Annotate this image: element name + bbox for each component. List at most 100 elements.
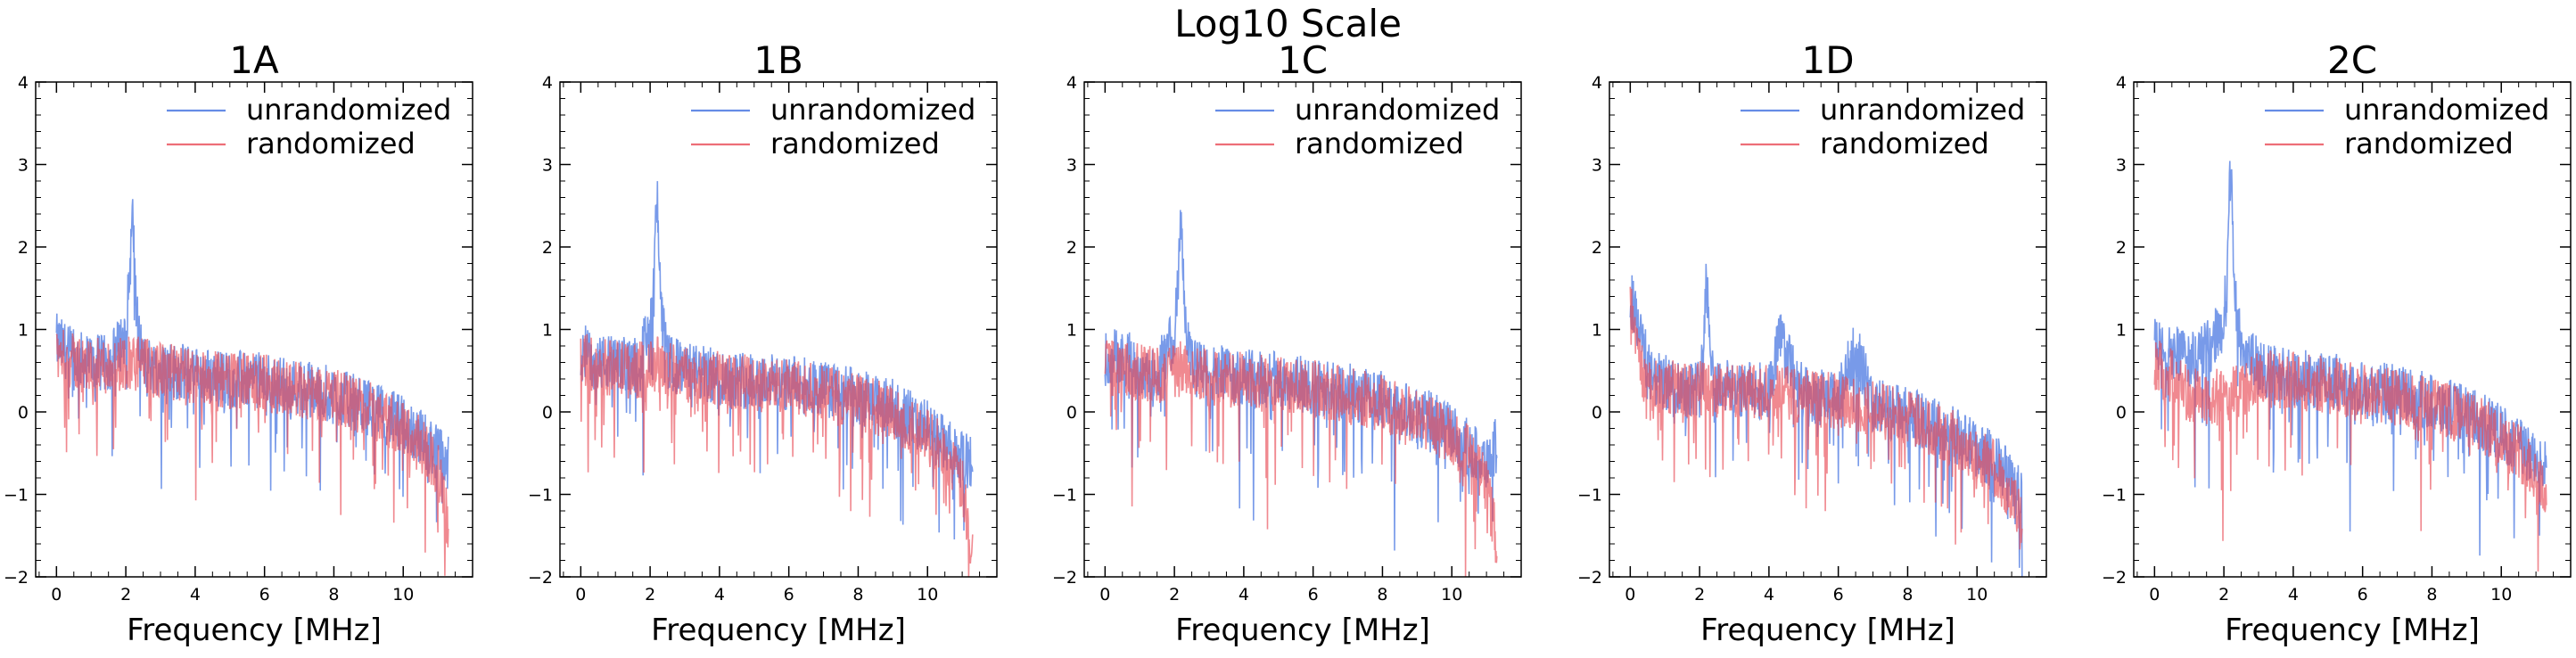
- x-tick-label: 8: [328, 585, 339, 605]
- x-tick-label: 6: [259, 585, 270, 605]
- x-tick-label: 0: [575, 585, 586, 605]
- x-tick-label: 10: [917, 585, 938, 605]
- x-tick-label: 4: [1764, 585, 1774, 605]
- y-tick-label: 1: [1066, 321, 1077, 341]
- y-tick-label: 0: [1066, 403, 1077, 423]
- x-tick-label: 6: [784, 585, 794, 605]
- figure-title: Log10 Scale: [1174, 2, 1402, 45]
- x-tick-label: 10: [1966, 585, 1988, 605]
- series-line-randomized: [1104, 340, 1498, 577]
- panel-title: 1A: [229, 38, 279, 82]
- y-tick-label: 4: [1066, 73, 1077, 93]
- y-tick-label: 4: [2116, 73, 2127, 93]
- y-tick-label: 2: [542, 238, 553, 258]
- y-tick-label: 0: [542, 403, 553, 423]
- y-tick-label: −1: [1052, 486, 1077, 506]
- y-tick-label: 0: [1592, 403, 1602, 423]
- legend-label-unrandomized: unrandomized: [1295, 93, 1500, 127]
- y-tick-label: 1: [18, 321, 29, 341]
- y-tick-label: −2: [4, 568, 29, 588]
- x-tick-label: 2: [645, 585, 655, 605]
- legend-label-unrandomized: unrandomized: [770, 93, 975, 127]
- x-tick-label: 2: [120, 585, 131, 605]
- y-tick-label: 1: [2116, 321, 2127, 341]
- x-tick-label: 8: [1377, 585, 1387, 605]
- x-tick-label: 4: [190, 585, 201, 605]
- y-tick-label: 4: [542, 73, 553, 93]
- x-axis-label: Frequency [MHz]: [2225, 613, 2480, 648]
- y-tick-label: 1: [542, 321, 553, 341]
- y-tick-label: −1: [1577, 486, 1602, 506]
- panel-1c: −2 −1 0 1 2 3 4 0 2 4 6 8 10 1C Frequency [MHz] unrando…: [1052, 38, 1522, 648]
- y-tick-label: −2: [1577, 568, 1602, 588]
- y-tick-label: 4: [1592, 73, 1602, 93]
- y-tick-label: −2: [2102, 568, 2127, 588]
- x-tick-label: 0: [51, 585, 62, 605]
- y-tick-label: −1: [528, 486, 553, 506]
- legend-label-unrandomized: unrandomized: [1820, 93, 2025, 127]
- y-tick-label: 3: [1066, 156, 1077, 176]
- series-line-unrandomized: [2153, 160, 2547, 556]
- x-tick-label: 6: [1308, 585, 1319, 605]
- x-tick-label: 2: [2218, 585, 2229, 605]
- series-line-randomized: [55, 329, 449, 576]
- y-tick-label: 2: [18, 238, 29, 258]
- x-axis-label: Frequency [MHz]: [1700, 613, 1955, 648]
- x-tick-label: 6: [1833, 585, 1844, 605]
- x-tick-label: 8: [2426, 585, 2437, 605]
- panel-title: 1B: [753, 38, 803, 82]
- x-axis-label: Frequency [MHz]: [651, 613, 906, 648]
- y-tick-label: 3: [2116, 156, 2127, 176]
- y-tick-label: 0: [18, 403, 29, 423]
- x-tick-label: 2: [1169, 585, 1180, 605]
- y-tick-label: 3: [18, 156, 29, 176]
- y-tick-label: −1: [4, 486, 29, 506]
- x-tick-label: 10: [2490, 585, 2512, 605]
- y-tick-label: 3: [542, 156, 553, 176]
- legend-label-randomized: randomized: [1295, 127, 1464, 160]
- panel-title: 2C: [2327, 38, 2377, 82]
- legend-label-randomized: randomized: [246, 127, 416, 160]
- legend-label-randomized: randomized: [770, 127, 940, 160]
- y-tick-label: 4: [18, 73, 29, 93]
- x-tick-label: 4: [1239, 585, 1249, 605]
- y-tick-label: 1: [1592, 321, 1602, 341]
- panel-1a: −2 −1 0 1 2 3 4 0 2 4 6 8 10 1A Frequency [MHz] unrando…: [4, 38, 473, 648]
- y-tick-label: −2: [1052, 568, 1077, 588]
- series-line-randomized: [580, 333, 974, 577]
- x-tick-label: 4: [2288, 585, 2299, 605]
- series-line-randomized: [1629, 286, 2023, 550]
- x-tick-label: 0: [1099, 585, 1110, 605]
- x-tick-label: 2: [1694, 585, 1705, 605]
- x-tick-label: 0: [2149, 585, 2160, 605]
- y-tick-label: −1: [2102, 486, 2127, 506]
- y-tick-label: 3: [1592, 156, 1602, 176]
- panel-1d: −2 −1 0 1 2 3 4 0 2 4 6 8 10 1D Frequency [MHz] unrando…: [1577, 38, 2047, 648]
- x-tick-label: 10: [1441, 585, 1462, 605]
- y-tick-label: 2: [1592, 238, 1602, 258]
- panel-2c: −2 −1 0 1 2 3 4 0 2 4 6 8 10 2C Frequency [MHz] unrando…: [2102, 38, 2572, 648]
- panel-1b: −2 −1 0 1 2 3 4 0 2 4 6 8 10 1B Frequency [MHz] unrando…: [528, 38, 998, 648]
- x-tick-label: 8: [1902, 585, 1913, 605]
- legend-label-unrandomized: unrandomized: [246, 93, 451, 127]
- y-tick-label: 2: [2116, 238, 2127, 258]
- x-tick-label: 0: [1625, 585, 1635, 605]
- y-tick-label: 0: [2116, 403, 2127, 423]
- x-tick-label: 8: [852, 585, 863, 605]
- y-tick-label: −2: [528, 568, 553, 588]
- legend-label-randomized: randomized: [2344, 127, 2514, 160]
- x-axis-label: Frequency [MHz]: [127, 613, 382, 648]
- legend-label-randomized: randomized: [1820, 127, 1989, 160]
- legend-label-unrandomized: unrandomized: [2344, 93, 2549, 127]
- x-axis-label: Frequency [MHz]: [1175, 613, 1430, 648]
- series-line-randomized: [2153, 341, 2547, 572]
- x-tick-label: 10: [392, 585, 414, 605]
- panel-title: 1C: [1278, 38, 1328, 82]
